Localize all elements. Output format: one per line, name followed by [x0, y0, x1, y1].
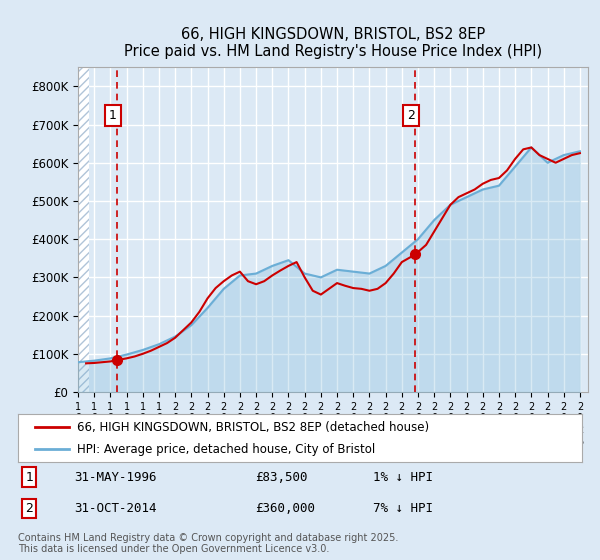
- Text: 2: 2: [25, 502, 33, 515]
- Text: 31-MAY-1996: 31-MAY-1996: [74, 470, 157, 484]
- Text: 7% ↓ HPI: 7% ↓ HPI: [373, 502, 433, 515]
- Text: 1: 1: [109, 109, 117, 122]
- Text: 1% ↓ HPI: 1% ↓ HPI: [373, 470, 433, 484]
- Text: 1: 1: [25, 470, 33, 484]
- Text: 2: 2: [407, 109, 415, 122]
- Text: 31-OCT-2014: 31-OCT-2014: [74, 502, 157, 515]
- Title: 66, HIGH KINGSDOWN, BRISTOL, BS2 8EP
Price paid vs. HM Land Registry's House Pri: 66, HIGH KINGSDOWN, BRISTOL, BS2 8EP Pri…: [124, 27, 542, 59]
- Bar: [78, 67, 89, 392]
- Text: £83,500: £83,500: [255, 470, 307, 484]
- Text: HPI: Average price, detached house, City of Bristol: HPI: Average price, detached house, City…: [77, 442, 376, 456]
- Text: 66, HIGH KINGSDOWN, BRISTOL, BS2 8EP (detached house): 66, HIGH KINGSDOWN, BRISTOL, BS2 8EP (de…: [77, 421, 430, 434]
- Bar: [78, 67, 89, 392]
- Text: Contains HM Land Registry data © Crown copyright and database right 2025.
This d: Contains HM Land Registry data © Crown c…: [18, 533, 398, 554]
- Text: £360,000: £360,000: [255, 502, 315, 515]
